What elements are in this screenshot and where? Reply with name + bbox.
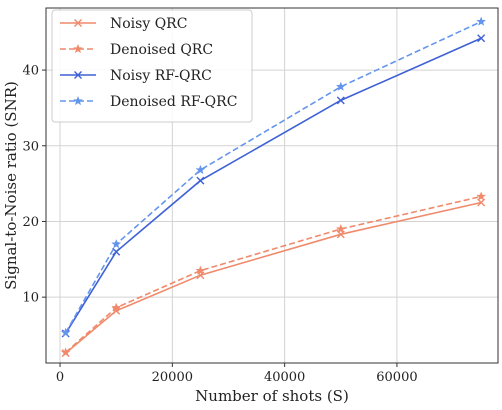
series-0: [61, 198, 486, 358]
data-point: [195, 164, 206, 175]
data-point: [195, 265, 206, 275]
y-tick-label: 30: [22, 139, 39, 154]
legend: Noisy QRC Denoised QRC Noisy RF-QRC Denoise…: [51, 9, 253, 123]
data-point: [476, 191, 486, 201]
series-3: [60, 16, 486, 337]
series-line: [65, 195, 482, 353]
legend-swatch-marker: [73, 43, 83, 54]
legend-swatch-marker: [73, 95, 83, 106]
ticks: 0 20000 40000 60000 10 20 30 40: [22, 64, 417, 385]
y-tick-label: 20: [22, 215, 39, 230]
legend-item-2: Noisy RF-QRC: [60, 68, 212, 84]
series-line: [64, 20, 482, 334]
data-point: [111, 239, 121, 249]
legend-swatch-marker: [74, 71, 82, 79]
data-point: [336, 96, 345, 105]
series-line: [65, 201, 482, 354]
y-tick-label: 40: [22, 64, 39, 79]
y-tick-label: 10: [22, 291, 39, 306]
x-axis-label: Number of shots (S): [195, 387, 349, 405]
legend-item-0: Noisy QRC: [60, 16, 187, 32]
data-point: [60, 347, 71, 357]
x-tick-label: 40000: [264, 370, 305, 385]
legend-label: Denoised RF-QRC: [110, 94, 237, 110]
legend-label: Noisy QRC: [110, 16, 187, 32]
data-point: [477, 198, 486, 207]
data-point: [196, 176, 205, 185]
series-lines: [60, 16, 486, 358]
y-axis-label: Signal-to-Noise ratio (SNR): [2, 81, 20, 290]
legend-item-3: Denoised RF-QRC: [60, 94, 237, 110]
x-tick-label: 20000: [152, 370, 193, 385]
data-point: [112, 247, 121, 256]
x-tick-label: 0: [56, 370, 64, 385]
data-point: [60, 327, 71, 337]
data-point: [336, 81, 346, 91]
legend-swatch-marker: [74, 19, 82, 27]
data-point: [111, 302, 121, 312]
legend-label: Noisy RF-QRC: [110, 68, 212, 84]
data-point: [335, 223, 346, 234]
legend-box: [51, 9, 253, 123]
legend-item-1: Denoised QRC: [60, 42, 213, 58]
data-point: [476, 16, 486, 26]
legend-label: Denoised QRC: [110, 42, 213, 58]
data-point: [112, 306, 121, 315]
data-point: [477, 34, 486, 43]
x-tick-label: 60000: [376, 370, 417, 385]
plot-frame: [45, 7, 499, 364]
series-1: [60, 191, 486, 357]
